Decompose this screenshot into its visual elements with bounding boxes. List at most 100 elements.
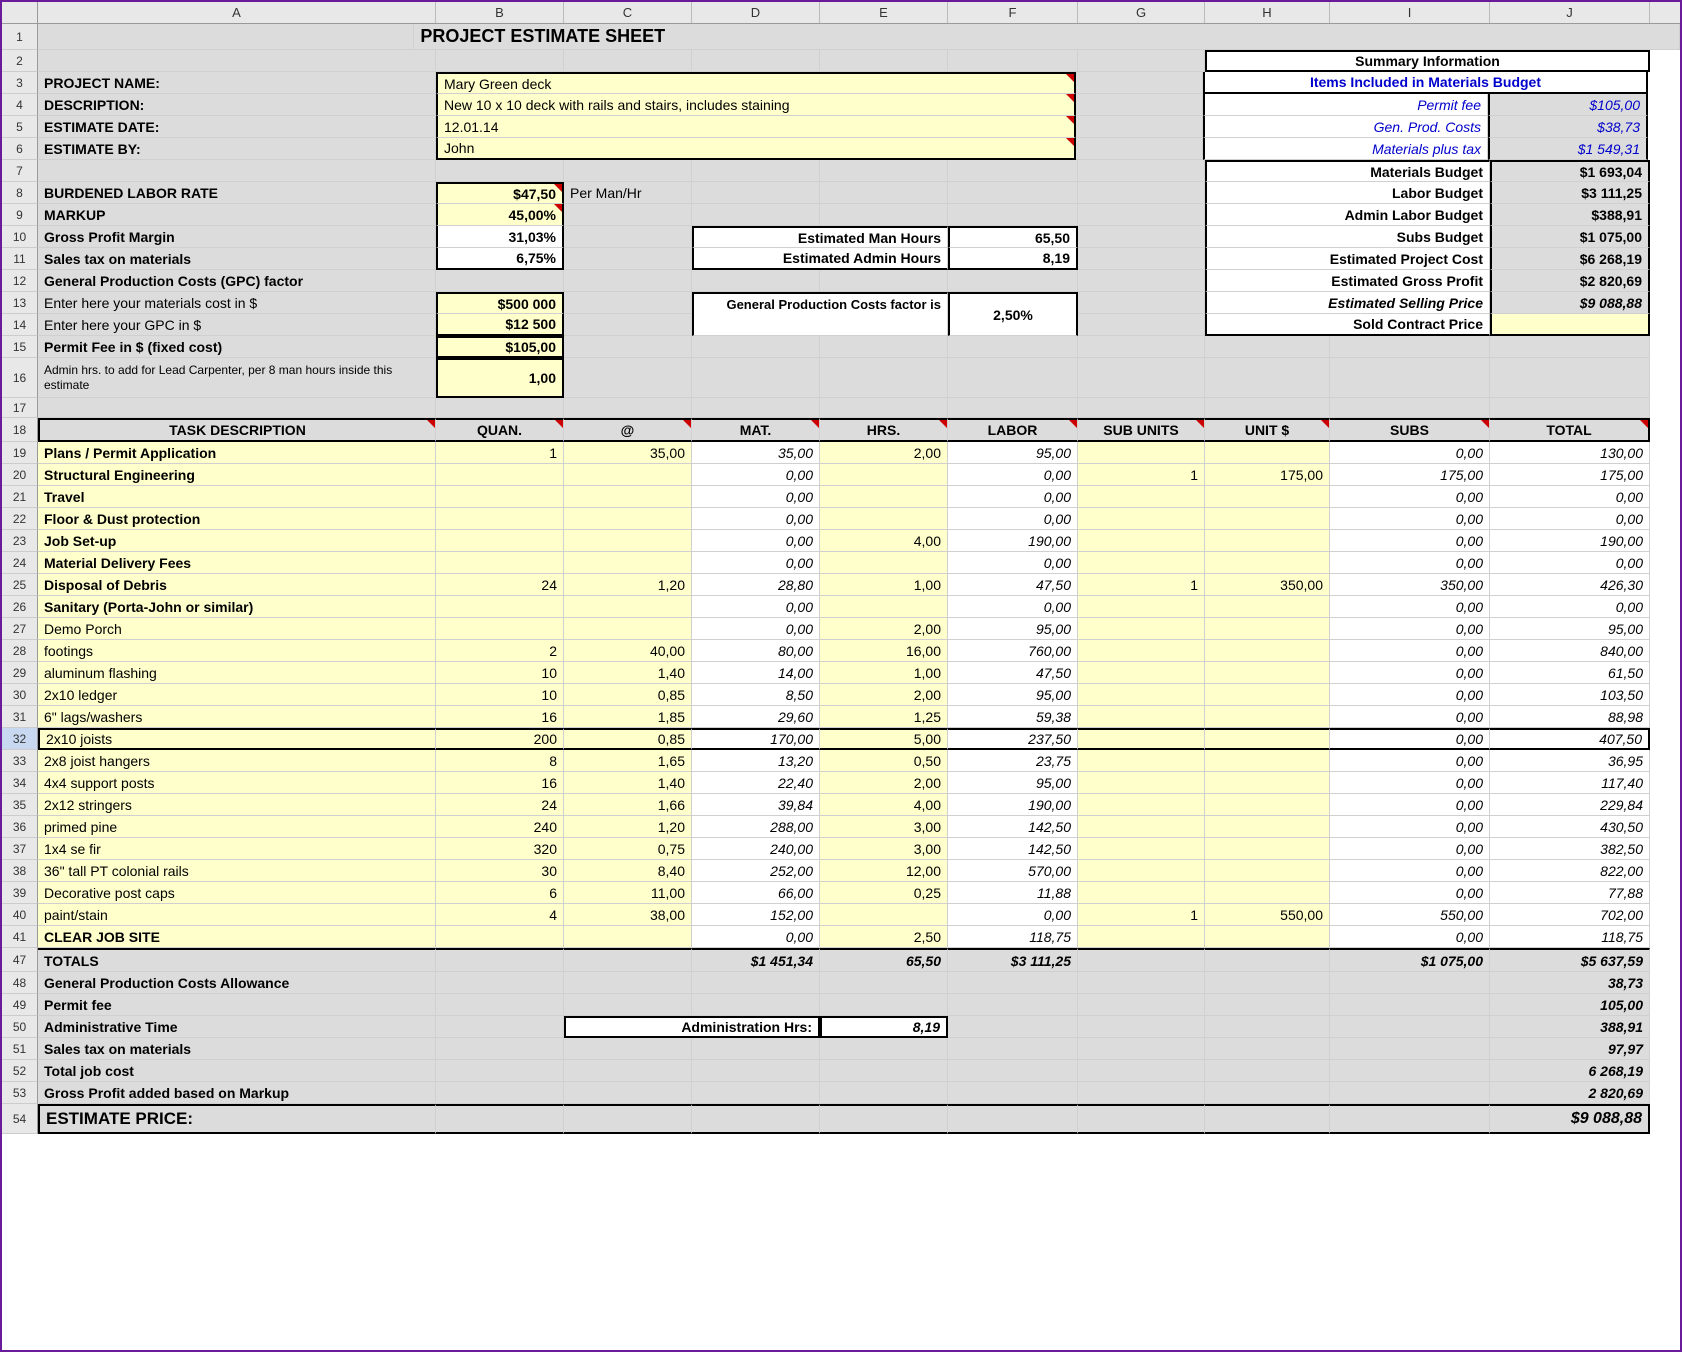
cell[interactable]: 105,00: [1490, 994, 1650, 1016]
cell[interactable]: [948, 336, 1078, 358]
cell[interactable]: [1078, 530, 1205, 552]
cell[interactable]: 1,25: [820, 706, 948, 728]
cell[interactable]: [564, 530, 692, 552]
cell[interactable]: 0,00: [692, 926, 820, 948]
cell[interactable]: Gross Profit added based on Markup: [38, 1082, 436, 1104]
cell[interactable]: DESCRIPTION:: [38, 94, 436, 116]
cell[interactable]: [820, 1082, 948, 1104]
cell[interactable]: 0,00: [948, 552, 1078, 574]
cell[interactable]: $2 820,69: [1490, 270, 1650, 292]
cell[interactable]: [564, 204, 692, 226]
cell[interactable]: 47,50: [948, 662, 1078, 684]
cell[interactable]: $1 075,00: [1490, 226, 1650, 248]
row-header-11[interactable]: 11: [2, 248, 38, 270]
cell[interactable]: 175,00: [1205, 464, 1330, 486]
cell[interactable]: [1078, 750, 1205, 772]
cell[interactable]: [948, 1104, 1078, 1134]
cell[interactable]: 103,50: [1490, 684, 1650, 706]
cell[interactable]: 0,00: [948, 508, 1078, 530]
cell[interactable]: $388,91: [1490, 204, 1650, 226]
cell[interactable]: [1078, 596, 1205, 618]
cell[interactable]: [1078, 182, 1205, 204]
cell[interactable]: 0,00: [1330, 618, 1490, 640]
cell[interactable]: [564, 618, 692, 640]
cell[interactable]: [1078, 816, 1205, 838]
cell[interactable]: 16: [436, 706, 564, 728]
row-header-38[interactable]: 38: [2, 860, 38, 882]
cell[interactable]: [564, 1104, 692, 1134]
row-header-16[interactable]: 16: [2, 358, 38, 398]
cell[interactable]: $9 088,88: [1490, 1104, 1650, 1134]
row-header-13[interactable]: 13: [2, 292, 38, 314]
cell[interactable]: General Production Costs (GPC) factor: [38, 270, 436, 292]
cell[interactable]: 2 820,69: [1490, 1082, 1650, 1104]
cell[interactable]: 0,00: [1330, 882, 1490, 904]
summary-title[interactable]: Summary Information: [1205, 50, 1650, 72]
cell[interactable]: [564, 972, 692, 994]
cell[interactable]: [1490, 358, 1650, 398]
cell[interactable]: [692, 398, 820, 418]
cell[interactable]: 0,00: [1490, 596, 1650, 618]
cell[interactable]: [820, 508, 948, 530]
cell[interactable]: 8,19: [820, 1016, 948, 1038]
cell[interactable]: Total job cost: [38, 1060, 436, 1082]
cell[interactable]: 0,00: [1330, 662, 1490, 684]
cell[interactable]: Administrative Time: [38, 1016, 436, 1038]
cell[interactable]: 0,00: [692, 508, 820, 530]
cell[interactable]: SUB UNITS: [1078, 418, 1205, 442]
row-header-24[interactable]: 24: [2, 552, 38, 574]
row-header-15[interactable]: 15: [2, 336, 38, 358]
cell[interactable]: [1205, 1016, 1330, 1038]
cell[interactable]: 702,00: [1490, 904, 1650, 926]
summary-label[interactable]: Sold Contract Price: [1205, 314, 1490, 336]
cell[interactable]: [1205, 794, 1330, 816]
cell[interactable]: $105,00: [436, 336, 564, 358]
cell[interactable]: 0,00: [1330, 640, 1490, 662]
cell[interactable]: [820, 182, 948, 204]
cell[interactable]: $12 500: [436, 314, 564, 336]
cell[interactable]: [1078, 1038, 1205, 1060]
cell[interactable]: [1078, 838, 1205, 860]
cell[interactable]: [1078, 706, 1205, 728]
cell[interactable]: [1078, 662, 1205, 684]
cell[interactable]: [948, 1060, 1078, 1082]
cell[interactable]: [820, 552, 948, 574]
cell[interactable]: $500 000: [436, 292, 564, 314]
cell[interactable]: 0,00: [692, 618, 820, 640]
cell[interactable]: [564, 508, 692, 530]
cell[interactable]: 95,00: [1490, 618, 1650, 640]
cell[interactable]: 0,00: [1330, 816, 1490, 838]
cell[interactable]: CLEAR JOB SITE: [38, 926, 436, 948]
cell[interactable]: [436, 1038, 564, 1060]
input-estimate_date[interactable]: 12.01.14: [436, 116, 1076, 138]
cell[interactable]: [1078, 728, 1205, 750]
cell[interactable]: Disposal of Debris: [38, 574, 436, 596]
cell[interactable]: [1078, 1082, 1205, 1104]
summary-label[interactable]: Estimated Selling Price: [1205, 292, 1490, 314]
cell[interactable]: 8: [436, 750, 564, 772]
cell[interactable]: QUAN.: [436, 418, 564, 442]
cell[interactable]: 190,00: [948, 794, 1078, 816]
col-header-A[interactable]: A: [38, 2, 436, 23]
cell[interactable]: [1076, 138, 1203, 160]
cell[interactable]: [692, 1104, 820, 1134]
cell[interactable]: [948, 270, 1078, 292]
cell[interactable]: [1078, 640, 1205, 662]
cell[interactable]: [820, 486, 948, 508]
cell[interactable]: [1078, 1060, 1205, 1082]
cell[interactable]: 35,00: [692, 442, 820, 464]
cell[interactable]: [1205, 508, 1330, 530]
cell[interactable]: 39,84: [692, 794, 820, 816]
cell[interactable]: 170,00: [692, 728, 820, 750]
cell[interactable]: [436, 160, 564, 182]
cell[interactable]: 2,00: [820, 684, 948, 706]
cell[interactable]: @: [564, 418, 692, 442]
cell[interactable]: [564, 486, 692, 508]
cell[interactable]: 6: [436, 882, 564, 904]
cell[interactable]: 8,19: [948, 248, 1078, 270]
cell[interactable]: [38, 160, 436, 182]
cell[interactable]: [1078, 486, 1205, 508]
cell[interactable]: [1078, 882, 1205, 904]
cell[interactable]: 0,00: [948, 464, 1078, 486]
cell[interactable]: [1078, 684, 1205, 706]
